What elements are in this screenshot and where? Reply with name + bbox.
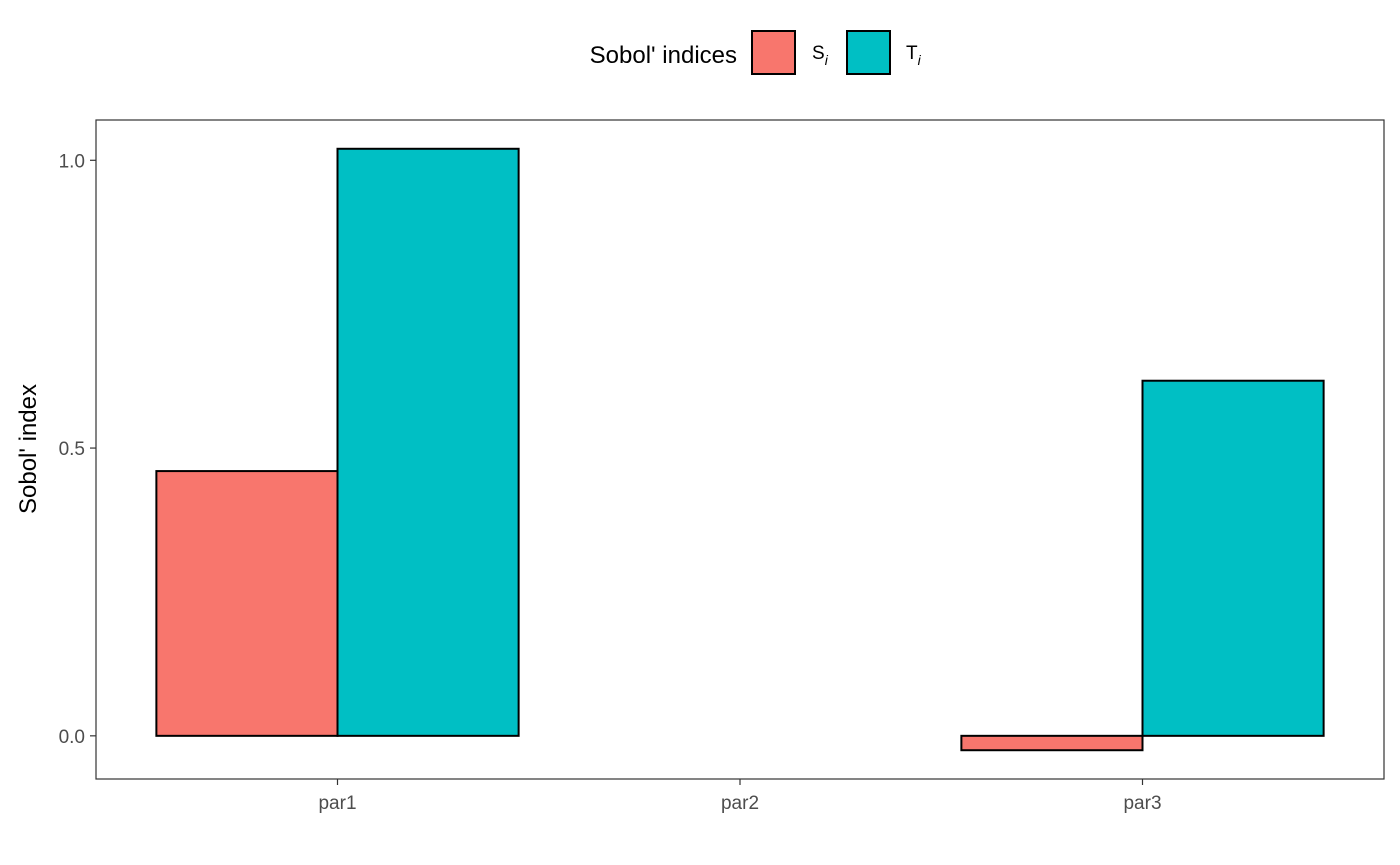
legend-label-t-subscript: i (918, 52, 922, 68)
bar-par3-t (1141, 379, 1325, 737)
x-tick-label-par2: par2 (721, 793, 759, 814)
y-axis-title: Sobol' index (15, 384, 42, 514)
x-tick-label-par1: par1 (318, 793, 356, 814)
panel-border (95, 119, 1385, 780)
legend-swatch-s (751, 30, 796, 75)
legend-title: Sobol' indices (590, 42, 737, 69)
legend-item-t: Ti (846, 30, 922, 75)
bars (155, 147, 1325, 752)
legend-label-t: Ti (906, 43, 922, 68)
legend: Sobol' indices Si Ti (590, 30, 922, 75)
x-axis: par1 par2 par3 (318, 779, 1162, 814)
legend-label-s: Si (812, 43, 829, 68)
bar-par1-t (336, 147, 520, 737)
legend-swatch-t (846, 30, 891, 75)
y-tick-label: 1.0 (59, 151, 85, 172)
x-tick-label-par3: par3 (1123, 793, 1161, 814)
bar-par3-s (960, 734, 1144, 752)
y-tick-label: 0.5 (59, 439, 85, 460)
legend-item-s: Si (751, 30, 829, 75)
y-tick-label: 0.0 (59, 727, 85, 748)
bar-par1-s (155, 470, 339, 737)
legend-label-s-subscript: i (825, 52, 829, 68)
y-axis: 0.0 0.5 1.0 (59, 151, 96, 748)
